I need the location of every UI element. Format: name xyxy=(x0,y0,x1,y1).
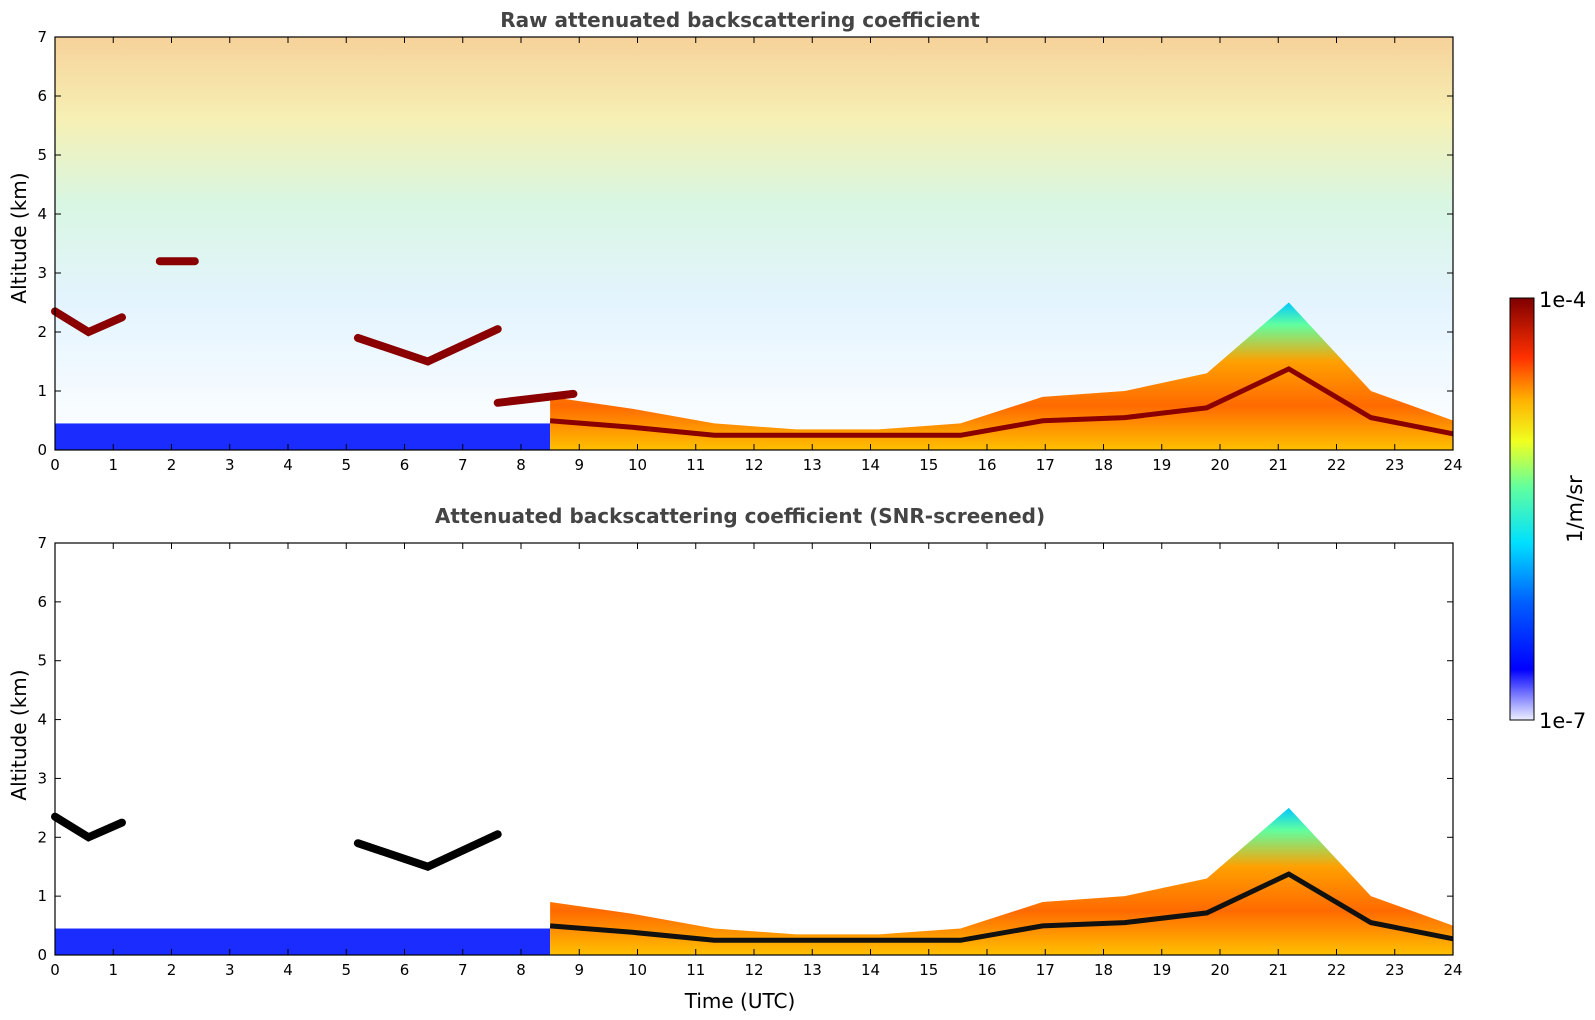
colorbar-min-label: 1e-7 xyxy=(1539,709,1586,733)
cloud-layer xyxy=(51,307,126,337)
x-tick-label: 23 xyxy=(1385,456,1404,474)
plot-area xyxy=(51,542,1454,956)
x-tick-label: 19 xyxy=(1152,456,1171,474)
cloud-layer xyxy=(493,389,578,407)
y-tick-label: 1 xyxy=(37,887,47,905)
y-tick-label: 7 xyxy=(37,28,47,46)
x-tick-label: 13 xyxy=(803,456,822,474)
x-tick-label: 18 xyxy=(1094,456,1113,474)
y-tick-label: 2 xyxy=(37,323,47,341)
surface-layer xyxy=(55,928,551,955)
colorbar-max-label: 1e-4 xyxy=(1539,288,1586,312)
boundary-layer xyxy=(550,807,1453,955)
raw-backscatter-panel: Raw attenuated backscattering coefficien… xyxy=(7,8,1463,474)
aerosol-layer-top xyxy=(549,871,1454,943)
x-tick-label: 18 xyxy=(1094,961,1113,979)
y-axis-label: Altitude (km) xyxy=(7,172,31,303)
x-tick-label: 6 xyxy=(400,961,410,979)
x-tick-label: 13 xyxy=(803,961,822,979)
x-tick-label: 9 xyxy=(574,961,584,979)
colorbar-unit-label: 1/m/sr xyxy=(1563,475,1587,543)
x-tick-label: 16 xyxy=(977,456,996,474)
colorbar-gradient xyxy=(1509,297,1535,721)
chart-title: Attenuated backscattering coefficient (S… xyxy=(435,504,1045,528)
boundary-layer xyxy=(550,302,1453,450)
y-tick-label: 6 xyxy=(37,593,47,611)
x-tick-label: 22 xyxy=(1327,456,1346,474)
y-tick-label: 3 xyxy=(37,769,47,787)
x-tick-label: 4 xyxy=(283,456,293,474)
x-tick-label: 3 xyxy=(225,961,235,979)
x-tick-label: 17 xyxy=(1036,961,1055,979)
cloud-layer xyxy=(353,830,502,871)
y-tick-label: 3 xyxy=(37,264,47,282)
x-axis-label: Time (UTC) xyxy=(684,989,796,1013)
x-tick-label: 24 xyxy=(1443,456,1462,474)
y-tick-label: 1 xyxy=(37,382,47,400)
chart-title: Raw attenuated backscattering coefficien… xyxy=(500,8,980,32)
x-tick-label: 23 xyxy=(1385,961,1404,979)
x-tick-label: 5 xyxy=(341,456,351,474)
surface-layer xyxy=(55,423,551,450)
x-tick-label: 11 xyxy=(686,456,705,474)
x-tick-label: 11 xyxy=(686,961,705,979)
x-tick-label: 22 xyxy=(1327,961,1346,979)
x-tick-label: 14 xyxy=(861,456,880,474)
x-tick-label: 1 xyxy=(108,961,118,979)
x-tick-label: 21 xyxy=(1269,456,1288,474)
y-tick-label: 6 xyxy=(37,87,47,105)
x-tick-label: 15 xyxy=(919,961,938,979)
x-tick-label: 17 xyxy=(1036,456,1055,474)
x-tick-label: 3 xyxy=(225,456,235,474)
x-tick-label: 5 xyxy=(341,961,351,979)
y-tick-label: 4 xyxy=(37,205,47,223)
x-tick-label: 16 xyxy=(977,961,996,979)
colorbar: 1e-4 1e-7 1/m/sr xyxy=(1509,288,1587,733)
x-tick-label: 0 xyxy=(50,961,60,979)
x-tick-label: 9 xyxy=(574,456,584,474)
screened-backscatter-panel: Attenuated backscattering coefficient (S… xyxy=(7,504,1463,1013)
y-tick-label: 7 xyxy=(37,534,47,552)
y-tick-label: 2 xyxy=(37,828,47,846)
aerosol-layer-top xyxy=(549,366,1454,438)
x-tick-label: 10 xyxy=(628,961,647,979)
x-tick-label: 10 xyxy=(628,456,647,474)
x-tick-label: 0 xyxy=(50,456,60,474)
x-tick-label: 2 xyxy=(167,456,177,474)
cloud-layer xyxy=(353,325,502,366)
x-tick-label: 7 xyxy=(458,961,468,979)
x-tick-label: 4 xyxy=(283,961,293,979)
x-tick-label: 20 xyxy=(1210,961,1229,979)
x-tick-label: 21 xyxy=(1269,961,1288,979)
x-tick-label: 8 xyxy=(516,961,526,979)
x-tick-label: 20 xyxy=(1210,456,1229,474)
x-tick-label: 15 xyxy=(919,456,938,474)
x-tick-label: 14 xyxy=(861,961,880,979)
y-tick-label: 5 xyxy=(37,146,47,164)
y-tick-label: 5 xyxy=(37,652,47,670)
x-axis-ticks: 0 1 2 3 4 5 6 7 8 9 10 11 12 13 14 15 16 17 18 19 20 21 22 23 24 xyxy=(50,543,1463,979)
x-tick-label: 12 xyxy=(744,961,763,979)
y-tick-label: 4 xyxy=(37,711,47,729)
x-tick-label: 19 xyxy=(1152,961,1171,979)
x-tick-label: 1 xyxy=(108,456,118,474)
y-axis-label: Altitude (km) xyxy=(7,669,31,800)
x-tick-label: 8 xyxy=(516,456,526,474)
x-tick-label: 6 xyxy=(400,456,410,474)
x-axis-ticks: 0 1 2 3 4 5 6 7 8 9 10 11 12 13 14 15 16 17 18 19 20 21 22 23 24 xyxy=(50,37,1463,474)
y-axis-ticks: 0 1 2 3 4 5 6 7 xyxy=(37,534,1453,964)
y-tick-label: 0 xyxy=(37,946,47,964)
x-tick-label: 7 xyxy=(458,456,468,474)
x-tick-label: 12 xyxy=(744,456,763,474)
cloud-layer xyxy=(51,812,126,842)
y-tick-label: 0 xyxy=(37,441,47,459)
x-tick-label: 2 xyxy=(167,961,177,979)
y-axis-ticks: 0 1 2 3 4 5 6 7 xyxy=(37,28,1453,459)
x-tick-label: 24 xyxy=(1443,961,1462,979)
plot-area xyxy=(51,36,1454,451)
